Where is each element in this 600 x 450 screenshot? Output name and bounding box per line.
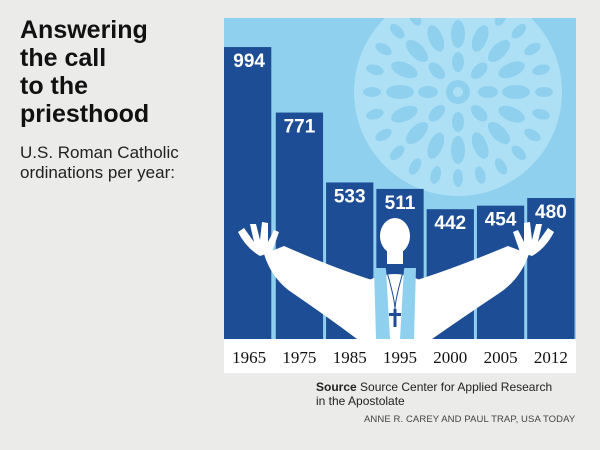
rose-window-petal: [524, 128, 541, 142]
chart-area: 994 771 533 511 442 454 480 1965 1975 1985 1995 200…: [224, 18, 576, 373]
data-label: 511: [385, 193, 416, 214]
rose-window-petal: [428, 62, 446, 80]
cross-icon: [389, 313, 401, 316]
priest-left-hand: [238, 222, 279, 256]
rose-window-petal: [470, 62, 488, 80]
rose-window-petal: [391, 105, 418, 123]
subtitle-line: U.S. Roman Catholic: [20, 143, 179, 162]
rose-window-core: [453, 87, 463, 97]
x-tick-label: 2012: [534, 348, 568, 367]
rose-window-petal: [408, 158, 422, 175]
rose-window-petal: [430, 166, 442, 184]
rose-window-petal: [471, 25, 489, 52]
x-tick-label: 1995: [383, 348, 417, 367]
rose-window-petal: [498, 61, 525, 79]
rose-window-petal: [502, 85, 530, 99]
priest-collar: [384, 264, 406, 272]
priest-stole-left: [374, 268, 390, 339]
page-title: Answering the call to the priesthood: [20, 16, 149, 128]
rose-window-petal: [511, 23, 527, 39]
title-line: priesthood: [20, 100, 150, 128]
bar: [224, 47, 272, 340]
rose-window-petal: [474, 166, 486, 184]
source-text: Source Center for Applied Research: [360, 380, 553, 394]
x-tick-label: 1975: [282, 348, 316, 367]
bar: [527, 198, 575, 339]
priest-right-sleeve: [417, 246, 529, 339]
rose-window-disc: [354, 18, 562, 196]
rose-window-petal: [391, 61, 418, 79]
rose-window-petal: [366, 64, 384, 76]
x-tick-label: 2000: [433, 348, 467, 367]
priest-necklace: [394, 271, 404, 311]
rose-window-petal: [532, 108, 550, 120]
rose-window-petal: [498, 105, 525, 123]
rose-window-petal: [470, 104, 488, 122]
rose-window-petal: [535, 87, 553, 97]
rose-window-petal: [532, 64, 550, 76]
x-tick-label: 1985: [333, 348, 367, 367]
axis-strip: [224, 339, 576, 373]
rose-window-petal: [405, 121, 429, 145]
rose-window-petal: [471, 132, 489, 159]
source-text-2: in the Apostolate: [316, 394, 405, 408]
rose-window-petal: [418, 86, 438, 98]
rose-window-petal: [427, 25, 445, 52]
priest-figure: [238, 218, 554, 339]
rose-window-petal: [511, 145, 527, 161]
priest-left-sleeve: [264, 246, 372, 339]
data-labels: 994 771 533 511 442 454 480: [233, 51, 566, 234]
priest-right-hand: [513, 222, 554, 256]
chart-subtitle: U.S. Roman Catholic ordinations per year…: [20, 143, 210, 183]
priest-stole-right: [400, 268, 416, 339]
rose-window-petal: [494, 158, 508, 175]
data-label: 533: [334, 186, 366, 207]
credit-line: ANNE R. CAREY AND PAUL TRAP, USA TODAY: [364, 414, 576, 425]
x-tick-label: 2005: [484, 348, 518, 367]
title-line: the call: [20, 44, 107, 72]
rose-window-petal: [375, 128, 392, 142]
rose-window-petal: [451, 136, 465, 164]
priest-head: [380, 218, 410, 254]
subtitle-line: ordinations per year:: [20, 163, 175, 182]
rose-window-petal: [494, 18, 508, 26]
rose-window-petal: [386, 85, 414, 99]
title-line: Answering: [20, 16, 148, 44]
rose-window-petal: [453, 169, 463, 187]
title-line: to the: [20, 72, 89, 100]
rose-window-petal: [389, 145, 405, 161]
rose-window-petal: [408, 18, 422, 26]
rose-window-petal: [524, 42, 541, 56]
source-label: Source: [316, 380, 357, 394]
rose-window-petal: [451, 20, 465, 48]
rose-window-petal: [478, 86, 498, 98]
rose-window-petal: [452, 52, 464, 72]
rose-window-petal: [375, 42, 392, 56]
rose-window-decoration: [354, 18, 562, 196]
rose-window-petal: [363, 87, 381, 97]
rose-window-petal: [487, 39, 511, 63]
data-label: 442: [434, 213, 466, 234]
x-tick-label: 1965: [232, 348, 266, 367]
rose-window-petal: [366, 108, 384, 120]
rose-window-petal: [487, 121, 511, 145]
rose-window-petal: [427, 132, 445, 159]
x-axis-ticks: 1965 1975 1985 1995 2000 2005 2012: [232, 348, 568, 367]
rose-window-petal: [428, 104, 446, 122]
rose-window-petal: [389, 23, 405, 39]
data-label: 454: [485, 210, 517, 231]
cross-icon: [393, 309, 397, 327]
bar-chart: 994 771 533 511 442 454 480 1965 1975 1985 1995 200…: [224, 18, 576, 373]
rose-window-petal: [405, 39, 429, 63]
data-label: 480: [535, 202, 567, 223]
source-note: Source Source Center for Applied Researc…: [316, 380, 586, 408]
data-label: 771: [284, 117, 316, 138]
data-label: 994: [233, 51, 265, 72]
rose-window-petal: [452, 112, 464, 132]
